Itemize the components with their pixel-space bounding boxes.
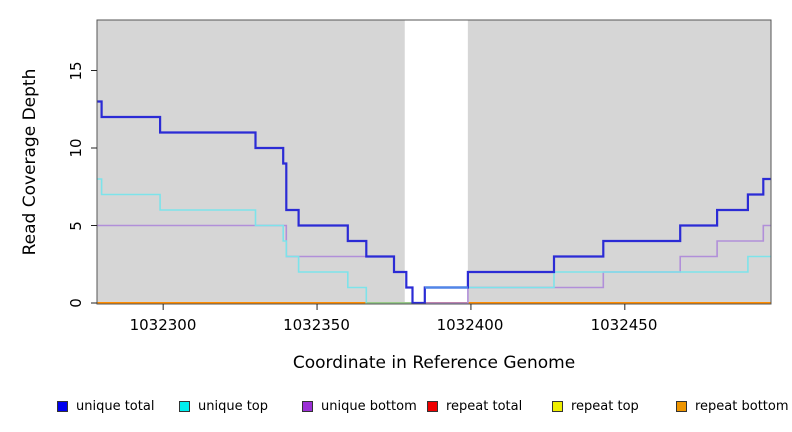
legend-label: unique top <box>198 398 269 414</box>
legend-item-unique-bottom: unique bottom <box>302 398 417 414</box>
legend-item-unique-top: unique top <box>179 398 268 414</box>
legend-swatch <box>427 400 438 412</box>
y-tick-label: 0 <box>67 298 85 308</box>
legend-swatch <box>552 400 563 412</box>
series-unique-total-line <box>97 100 771 305</box>
y-axis-title: Read Coverage Depth <box>20 68 40 256</box>
y-tick-label: 15 <box>67 60 85 81</box>
legend-swatch <box>302 400 313 412</box>
legend-swatch <box>179 400 190 412</box>
legend-label: repeat top <box>571 398 639 414</box>
x-tick-label: 1032400 <box>436 316 504 334</box>
x-tick-label: 1032300 <box>129 316 197 334</box>
legend-label: unique total <box>76 398 155 414</box>
series-unique-top-line <box>97 178 771 304</box>
legend-swatch <box>676 400 687 412</box>
legend-label: repeat bottom <box>695 398 789 414</box>
y-tick-label: 10 <box>67 138 85 158</box>
legend-item-repeat-top: repeat top <box>552 398 639 414</box>
x-axis-title: Coordinate in Reference Genome <box>292 353 576 373</box>
x-tick-label: 1032450 <box>590 316 658 334</box>
legend-label: unique bottom <box>321 398 417 414</box>
legend-item-repeat-total: repeat total <box>427 398 522 414</box>
plot-border <box>96 19 772 305</box>
legend-item-unique-total: unique total <box>57 398 154 414</box>
repeat-region-band <box>404 20 468 304</box>
legend-swatch <box>57 400 68 412</box>
legend-item-repeat-bottom: repeat bottom <box>676 398 789 414</box>
legend-label: repeat total <box>446 398 523 414</box>
x-tick-label: 1032350 <box>283 316 350 334</box>
y-tick-label: 5 <box>67 220 85 231</box>
